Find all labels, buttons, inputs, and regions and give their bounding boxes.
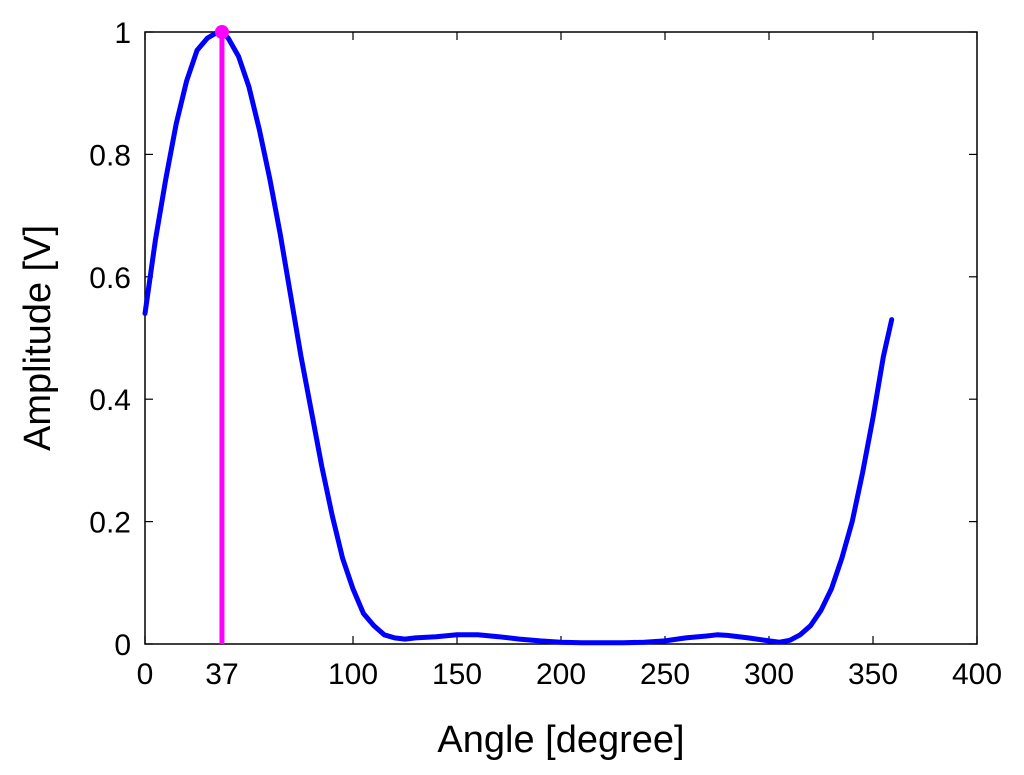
x-tick-label: 0 [137, 658, 154, 691]
y-tick-label: 1 [114, 17, 131, 50]
y-tick-label: 0.6 [89, 262, 131, 295]
x-tick-label: 150 [432, 658, 482, 691]
plot-area-frame [144, 31, 978, 645]
x-tick-label: 37 [205, 658, 238, 691]
series-layer [142, 29, 895, 646]
marker-layer [214, 25, 229, 644]
x-tick-label: 250 [640, 658, 690, 691]
y-tick-labels: 0 0.2 0.4 0.6 0.8 1 [89, 17, 131, 662]
y-tick-label: 0 [114, 629, 131, 662]
x-tick-labels: 0 37 100 150 200 250 300 350 400 [137, 658, 1002, 691]
x-tick-label: 200 [536, 658, 586, 691]
y-tick-label: 0.4 [89, 384, 131, 417]
x-tick-label: 300 [744, 658, 794, 691]
y-tick-label: 0.2 [89, 507, 131, 540]
x-tick-label: 350 [848, 658, 898, 691]
x-tick-label: 400 [952, 658, 1002, 691]
amplitude-series-line [142, 29, 895, 646]
y-tick-label: 0.8 [89, 139, 131, 172]
axis-ticks [144, 31, 978, 645]
y-axis-label: Amplitude [V] [17, 225, 59, 451]
peak-marker-dot [214, 25, 229, 39]
x-tick-label: 100 [328, 658, 378, 691]
x-axis-label: Angle [degree] [437, 719, 684, 761]
